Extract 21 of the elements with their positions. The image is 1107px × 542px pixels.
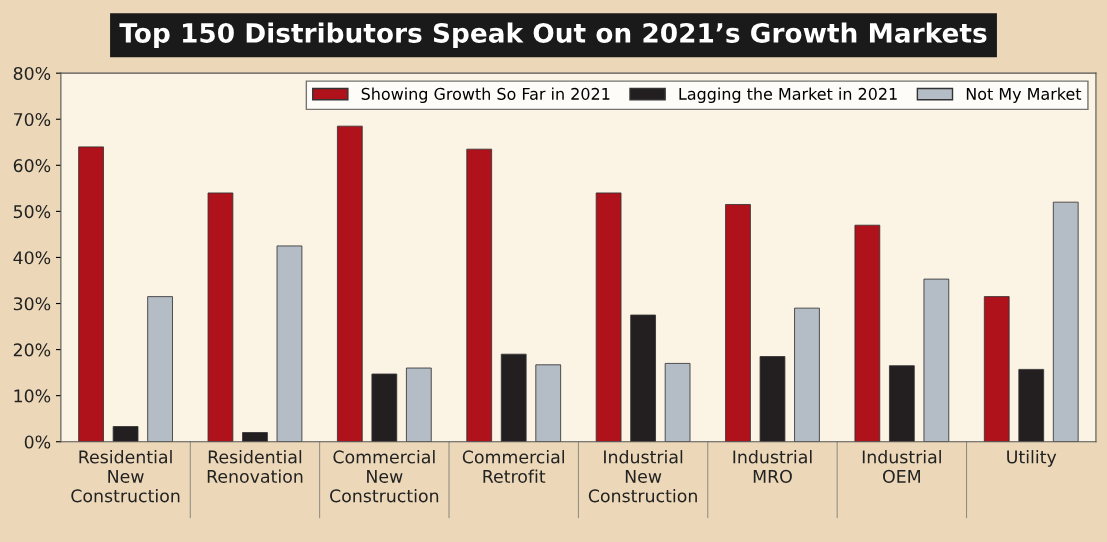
chart-title: Top 150 Distributors Speak Out on 2021’s Growth Markets (119, 22, 987, 48)
y-tick-label: 20% (13, 343, 51, 357)
y-tick-label: 80% (13, 66, 51, 81)
y-tick-label: 70% (14, 112, 51, 127)
legend-label: Showing Growth So Far in 2021 (361, 87, 610, 103)
legend-label: Lagging the Market in 2021 (679, 87, 897, 103)
x-tick-label: Industrial New Construction (588, 450, 697, 503)
legend-label: Not My Market (966, 87, 1082, 103)
y-tick-label: 50% (13, 205, 51, 219)
y-tick-label: 30% (13, 297, 51, 311)
x-tick-label: Utility (1007, 450, 1057, 467)
x-tick-label: Industrial OEM (862, 450, 941, 483)
y-tick-label: 40% (13, 251, 51, 265)
y-tick-label: 10% (14, 389, 51, 403)
x-tick-label: Commercial New Construction (330, 450, 439, 503)
x-tick-label: Residential New Construction (71, 450, 180, 503)
x-tick-label: Residential Renovation (207, 450, 303, 483)
x-tick-label: Commercial Retrofit (462, 450, 564, 483)
x-tick-label: Industrial MRO (733, 450, 812, 483)
y-tick-label: 0% (24, 435, 51, 449)
y-tick-label: 60% (13, 159, 51, 173)
